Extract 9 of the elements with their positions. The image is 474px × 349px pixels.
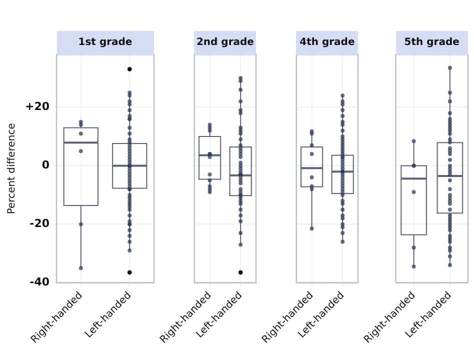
chart-title: 4th grade	[296, 30, 358, 55]
chart-title: 2nd grade	[194, 30, 256, 55]
y-tick-label: -40	[30, 276, 50, 289]
y-tick-label: -20	[30, 217, 50, 230]
chart-title: 1st grade	[56, 30, 154, 55]
y-axis-title: Percent difference	[6, 123, 18, 214]
chart-title: 5th grade	[396, 30, 468, 55]
y-tick-label: 0	[42, 158, 50, 172]
y-tick-label: +20	[24, 100, 50, 114]
